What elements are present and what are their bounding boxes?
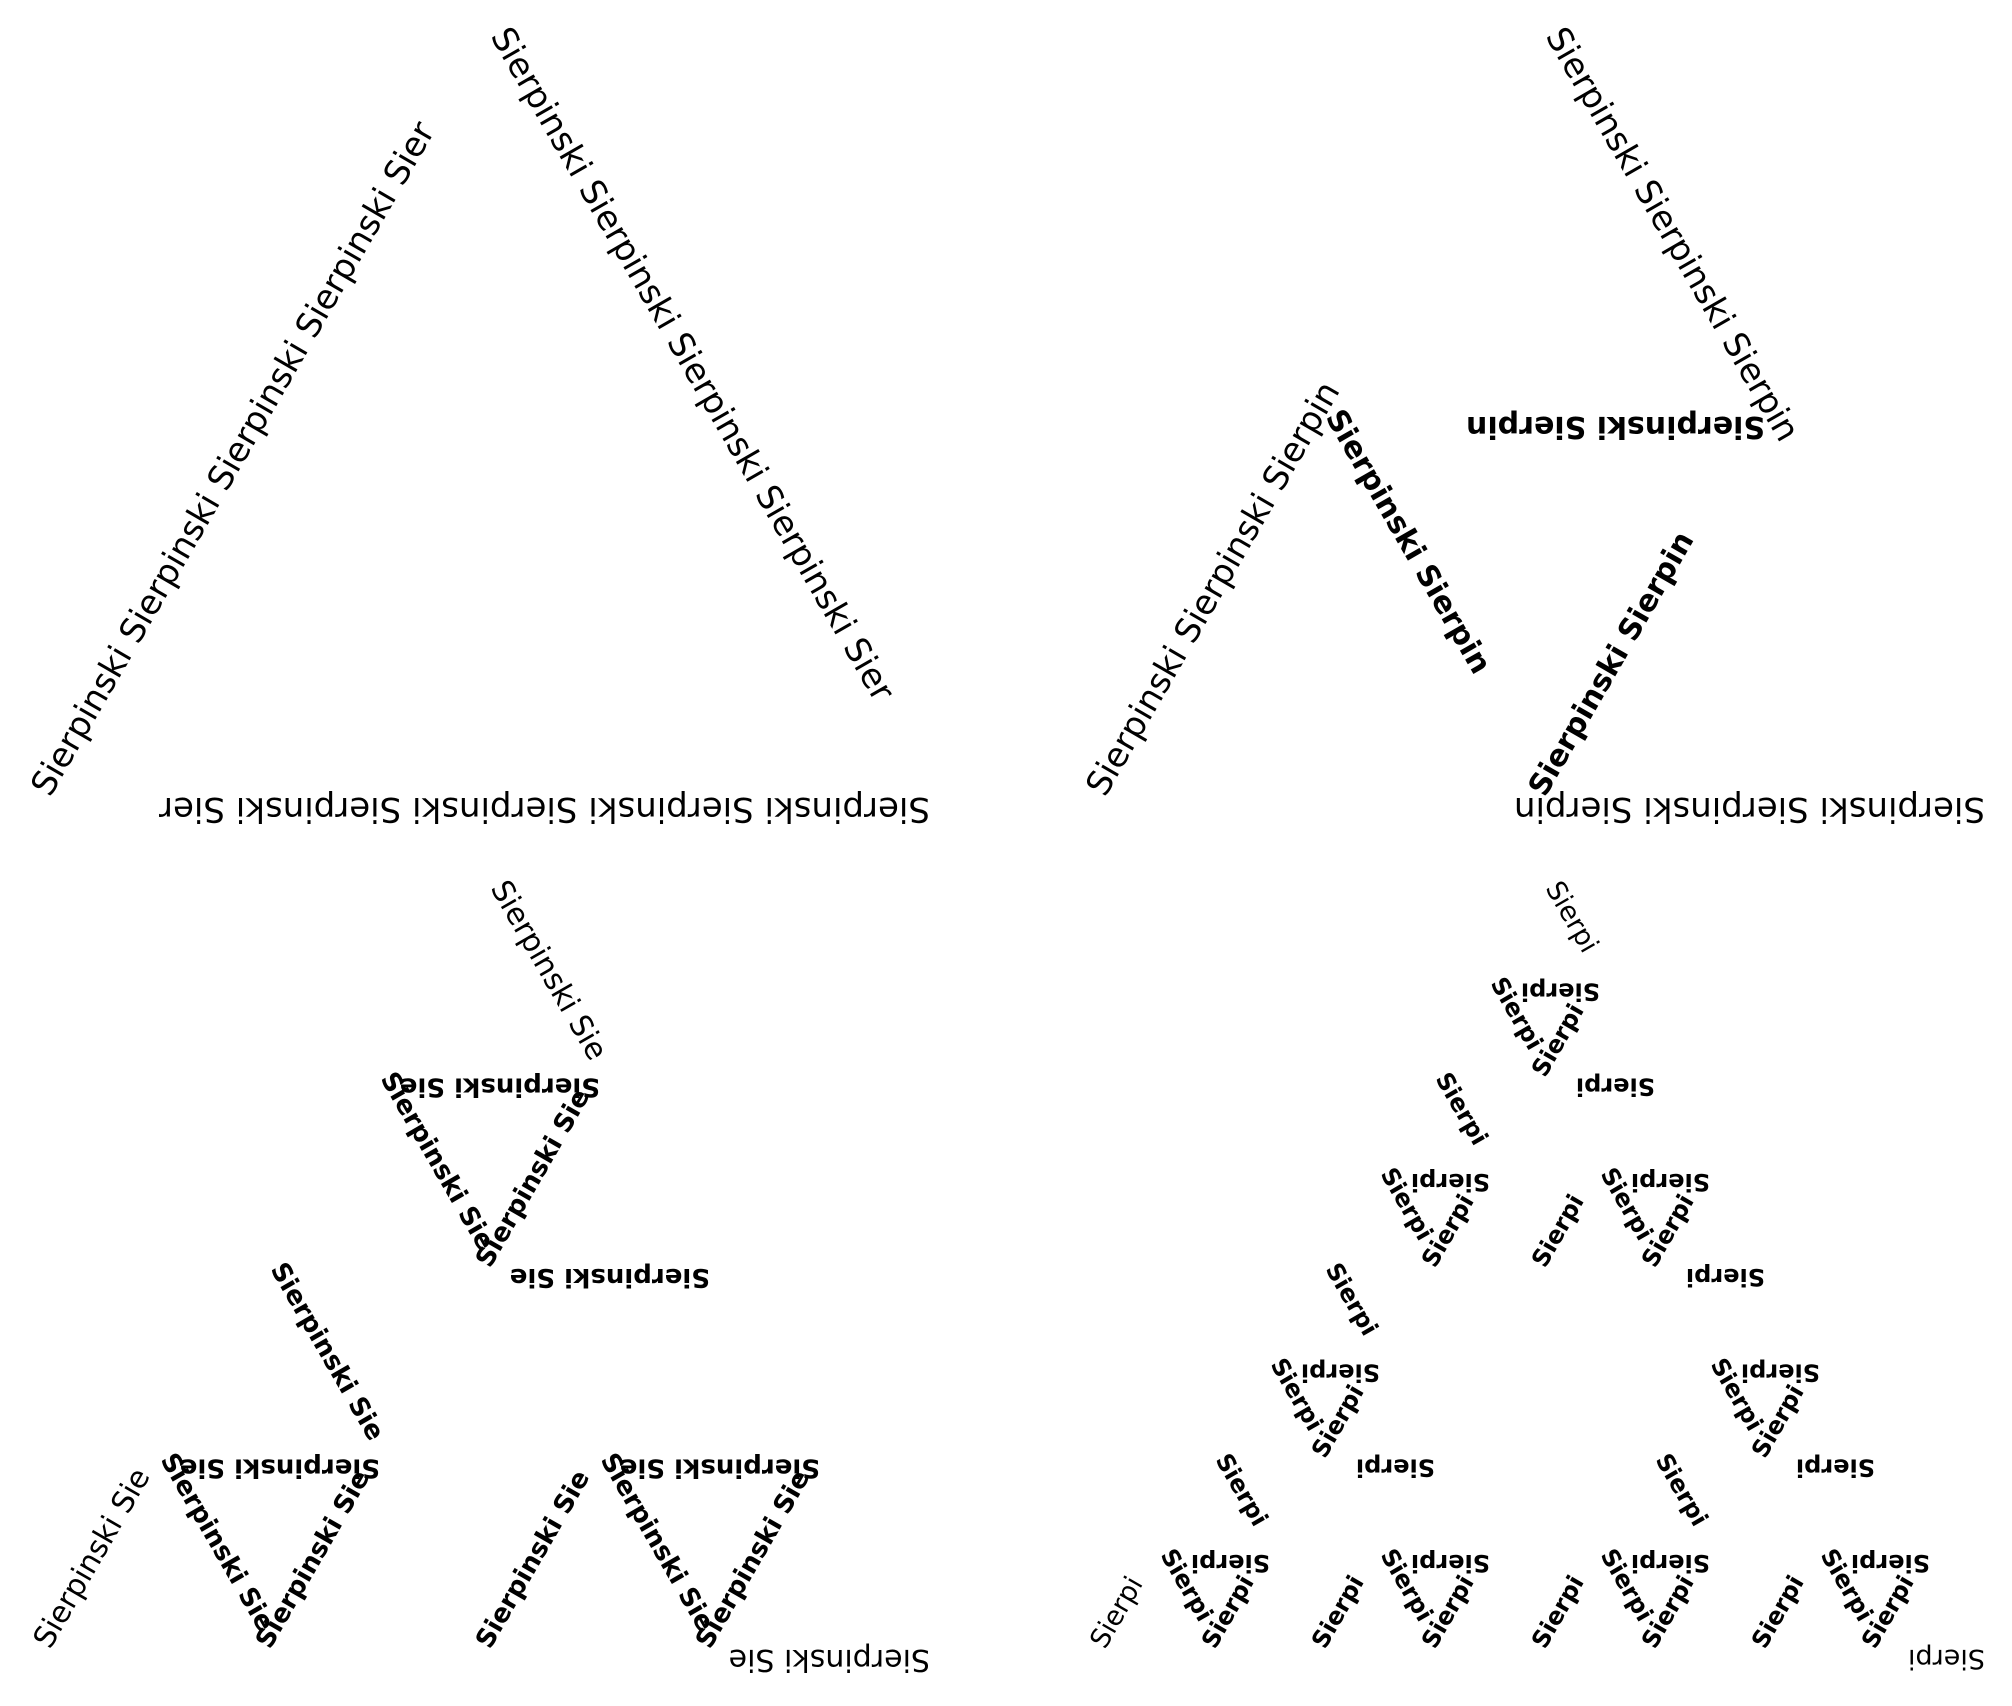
inner-edge-right: Sierpinski Sie [470,1465,596,1653]
inner-edge-top-path: Sierpi [1301,1358,1380,1386]
outer-edge-right: Sierpinski Sierpinski Sierpin [1537,20,1807,448]
inner-edge-top: Sierpi [1411,1549,1490,1577]
inner-edge-top: Sierpinski Sie [180,1453,380,1483]
inner-edge-top: Sierpi [1796,1454,1875,1482]
outer-edge-bottom-path: Sierpi [1908,1643,1985,1674]
outer-edge-left-path: Sierpinski Sie [27,1462,158,1654]
inner-edge-top: Sierpinski Sie [510,1262,710,1292]
inner-edge-top: Sierpi [1576,1073,1655,1101]
inner-edge-top-path: Sierpi [1576,1073,1655,1101]
inner-edge-right-path: Sierpinski Sierpin [1522,526,1702,802]
inner-edge-top-path: Sierpi [1191,1549,1270,1577]
inner-edge-right: Sierpinski Sie [250,1465,376,1653]
inner-edge-top-path: Sierpi [1686,1263,1765,1291]
outer-edge-right: Sierpinski Sierpinski Sierpinski Sierpin… [482,20,902,708]
outer-edge-bottom-path: Sierpinski Sierpinski Sierpin [1514,789,1985,829]
outer-edge-bottom: Sierpinski Sierpinski Sierpinski Sierpin… [159,789,930,829]
inner-edge-top-path: Sierpi [1356,1454,1435,1482]
inner-edge-top: Sierpinski Sie [400,1072,600,1102]
inner-edge-top-path: Sierpi [1851,1549,1930,1577]
inner-edge-top: Sierpi [1631,1168,1710,1196]
inner-edge-right-path: Sierpi [1526,1571,1590,1653]
outer-edge-right-path: Sierpinski Sierpinski Sierpinski Sierpin… [482,20,902,708]
outer-edge-bottom: Sierpi [1908,1643,1985,1674]
outer-edge-right-path: Sierpi [1539,876,1604,958]
outer-edge-left-path: Sierpinski Sierpinski Sierpin [1078,375,1348,803]
outer-edge-left: Sierpi [1084,1571,1149,1653]
inner-edge-top-path: Sierpi [1631,1168,1710,1196]
outer-edge-right: Sierpinski Sie [483,875,614,1067]
inner-edge-left: Sierpi [1210,1449,1274,1531]
inner-edge-top: Sierpi [1686,1263,1765,1291]
inner-edge-top-path: Sierpinski Sie [180,1453,380,1483]
inner-edge-left: Sierpi [1650,1449,1714,1531]
inner-edge-top-path: Sierpinski Sie [510,1262,710,1292]
outer-edge-bottom-path: Sierpinski Sie [729,1642,930,1677]
inner-edge-right: Sierpi [1306,1571,1370,1653]
inner-edge-top: Sierpi [1301,1358,1380,1386]
outer-edge-left-path: Sierpi [1084,1571,1149,1653]
inner-edge-right-path: Sierpinski Sie [690,1465,816,1653]
outer-edge-bottom: Sierpinski Sierpinski Sierpin [1514,789,1985,829]
inner-edge-right: Sierpinski Sie [690,1465,816,1653]
outer-edge-right-path: Sierpinski Sie [483,875,614,1067]
inner-edge-left: Sierpinski Sie [264,1258,390,1446]
inner-edge-right: Sierpinski Sie [470,1084,596,1272]
outer-edge-left: Sierpinski Sierpinski Sierpin [1078,375,1348,803]
outer-edge-left: Sierpinski Sierpinski Sierpinski Sierpin… [23,115,443,803]
inner-edge-left: Sierpi [1430,1068,1494,1150]
panel-level-2: Sierpinski Sierpinski SierpinSierpinski … [1078,20,1985,829]
inner-edge-top: Sierpi [1741,1358,1820,1386]
inner-edge-top: Sierpi [1191,1549,1270,1577]
inner-edge-top: Sierpi [1851,1549,1930,1577]
inner-edge-top: Sierpinski Sierpin [1466,409,1765,444]
inner-edge-right: Sierpi [1526,1571,1590,1653]
inner-edge-left: Sierpi [1320,1258,1384,1340]
inner-edge-left-path: Sierpinski Sierpin [1318,404,1498,680]
inner-edge-right: Sierpi [1526,1190,1590,1272]
inner-edge-top-path: Sierpi [1521,977,1600,1005]
inner-edge-top-path: Sierpinski Sierpin [1466,409,1765,444]
outer-edge-left: Sierpinski Sie [27,1462,158,1654]
inner-edge-right: Sierpi [1746,1571,1810,1653]
inner-edge-left-path: Sierpi [1430,1068,1494,1150]
inner-edge-top: Sierpi [1411,1168,1490,1196]
panel-level-4: Sierpi Sierpi Sierpi Sierpi Sierpi Sierpi Sier… [1084,876,1985,1674]
inner-edge-top-path: Sierpi [1411,1168,1490,1196]
inner-edge-right-path: Sierpi [1746,1571,1810,1653]
inner-edge-left: Sierpinski Sierpin [1318,404,1498,680]
inner-edge-top: Sierpi [1356,1454,1435,1482]
outer-edge-right-path: Sierpinski Sierpinski Sierpin [1537,20,1807,448]
inner-edge-left-path: Sierpi [1210,1449,1274,1531]
outer-edge-right: Sierpi [1539,876,1604,958]
outer-edge-bottom: Sierpinski Sie [729,1642,930,1677]
inner-edge-right-path: Sierpi [1306,1571,1370,1653]
inner-edge-top: Sierpinski Sie [620,1453,820,1483]
inner-edge-left-path: Sierpi [1320,1258,1384,1340]
inner-edge-right-path: Sierpinski Sie [470,1465,596,1653]
inner-edge-top-path: Sierpi [1411,1549,1490,1577]
inner-edge-left-path: Sierpinski Sie [264,1258,390,1446]
outer-edge-left-path: Sierpinski Sierpinski Sierpinski Sierpin… [23,115,443,803]
inner-edge-top-path: Sierpi [1796,1454,1875,1482]
inner-edge-top: Sierpi [1631,1549,1710,1577]
outer-edge-bottom-path: Sierpinski Sierpinski Sierpinski Sierpin… [159,789,930,829]
inner-edge-right: Sierpinski Sierpin [1522,526,1702,802]
inner-edge-top: Sierpi [1521,977,1600,1005]
inner-edge-right-path: Sierpinski Sie [470,1084,596,1272]
inner-edge-top-path: Sierpi [1741,1358,1820,1386]
inner-edge-left-path: Sierpi [1650,1449,1714,1531]
inner-edge-top-path: Sierpi [1631,1549,1710,1577]
inner-edge-top-path: Sierpinski Sie [400,1072,600,1102]
inner-edge-top-path: Sierpinski Sie [620,1453,820,1483]
inner-edge-right-path: Sierpinski Sie [250,1465,376,1653]
panel-level-1: Sierpinski Sierpinski Sierpinski Sierpin… [23,20,930,829]
inner-edge-right-path: Sierpi [1526,1190,1590,1272]
